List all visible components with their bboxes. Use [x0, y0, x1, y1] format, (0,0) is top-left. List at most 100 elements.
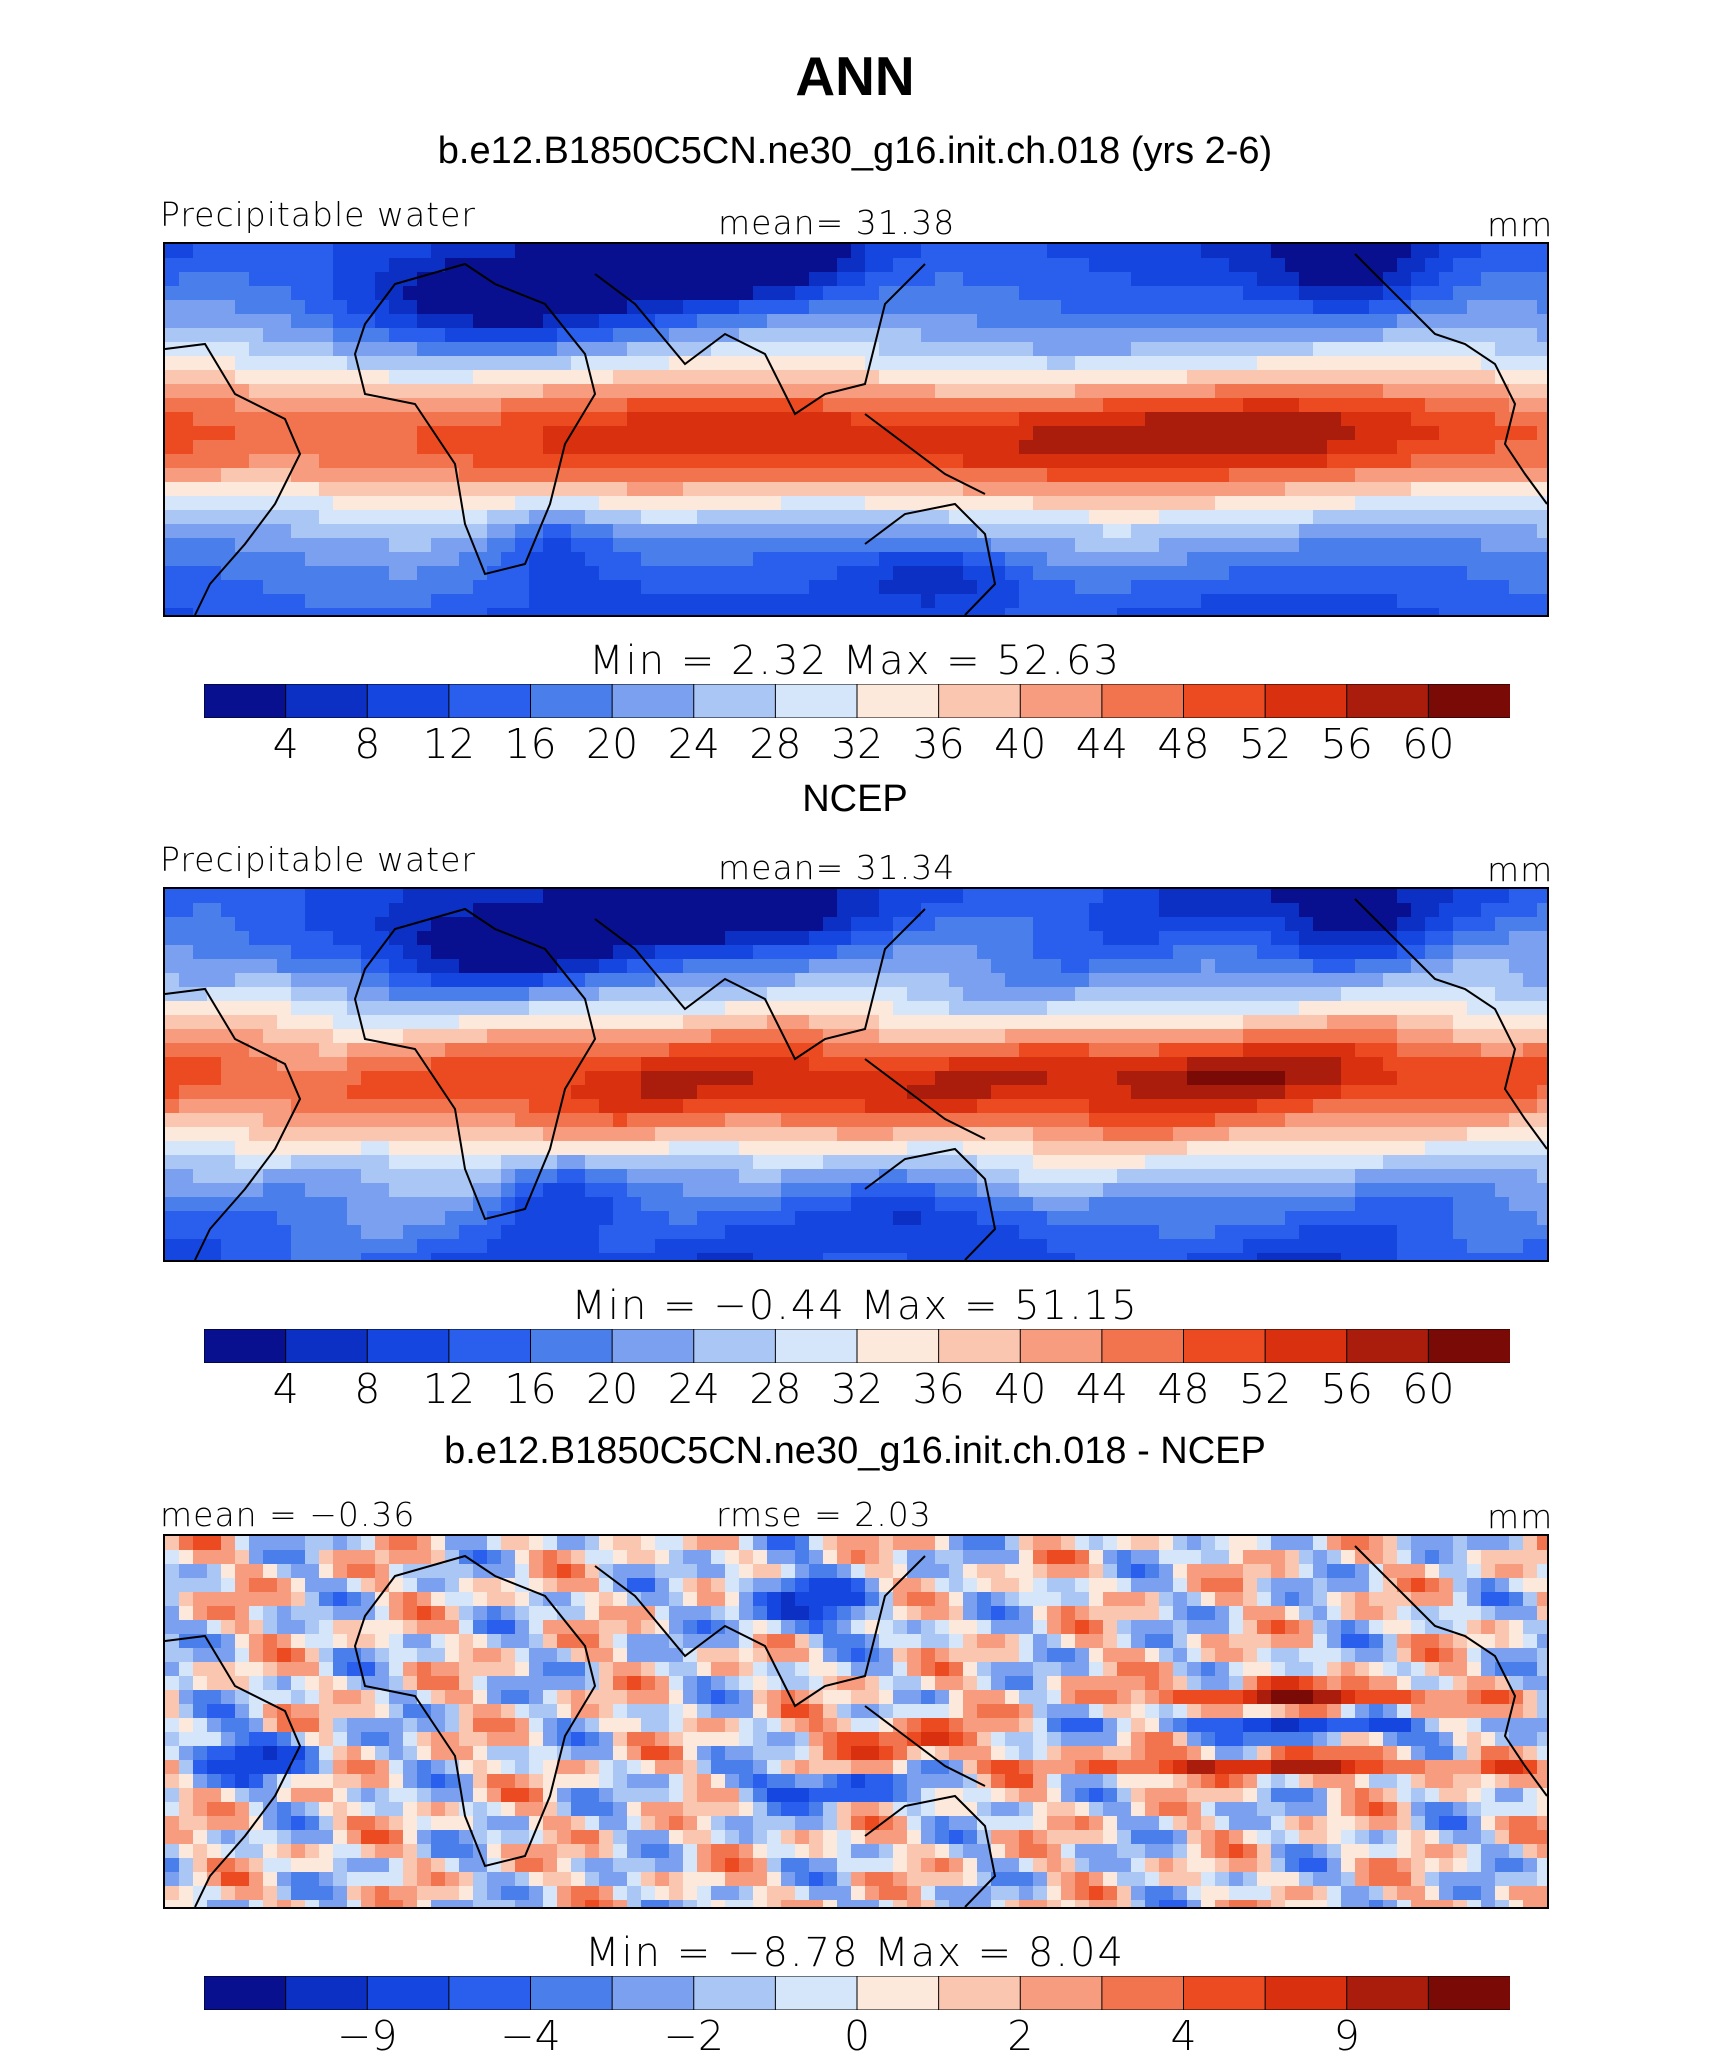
colorbar-tick-label: 48 — [1157, 1365, 1210, 1413]
colorbar-tick-label: 24 — [667, 720, 720, 768]
colorbar-box — [774, 1329, 859, 1363]
colorbar-tick-label: 4 — [272, 720, 299, 768]
colorbar-tick-label: 28 — [749, 1365, 802, 1413]
colorbar-box — [856, 684, 940, 718]
colorbar-box — [448, 684, 532, 718]
panel-2-mean-label: mean= 31.34 — [718, 848, 956, 887]
colorbar-box — [693, 1976, 777, 2010]
colorbar-tick-label: 16 — [504, 720, 557, 768]
colorbar-box — [938, 1976, 1022, 2010]
colorbar-box — [366, 1976, 450, 2010]
colorbar-box — [1019, 1329, 1103, 1363]
colorbar-box — [285, 1329, 369, 1363]
colorbar-tick-label: 44 — [1075, 1365, 1128, 1413]
colorbar-tick-label: 40 — [994, 720, 1047, 768]
colorbar-tick-label: 32 — [830, 1365, 884, 1413]
colorbar-box — [693, 1329, 777, 1363]
colorbar-tick-label: 52 — [1239, 720, 1292, 768]
colorbar-box — [366, 684, 450, 718]
panel-2-title: NCEP — [802, 778, 908, 820]
colorbar-box — [1101, 1976, 1185, 2010]
colorbar-box — [1019, 684, 1103, 718]
colorbar-box — [1427, 1329, 1510, 1363]
colorbar-tick-label: 4 — [1170, 2012, 1197, 2060]
panel-1-colorbar — [204, 684, 1510, 718]
coastline — [594, 263, 926, 416]
colorbar-tick-label: 28 — [749, 720, 802, 768]
colorbar-box — [856, 1329, 940, 1363]
coastline — [864, 413, 986, 495]
colorbar-tick-label: 52 — [1239, 1365, 1292, 1413]
colorbar-box — [285, 1976, 369, 2010]
colorbar-box — [366, 1329, 450, 1363]
coastline — [1354, 898, 1547, 1150]
colorbar-box — [774, 684, 859, 718]
panel-2-map — [163, 887, 1549, 1262]
panel-2-units-label: mm — [1487, 850, 1554, 889]
colorbar-tick-label: 16 — [504, 1365, 557, 1413]
colorbar-tick-label: 12 — [422, 720, 475, 768]
colorbar-box — [1264, 684, 1348, 718]
colorbar-tick-label: 36 — [912, 1365, 965, 1413]
colorbar-box — [938, 684, 1022, 718]
colorbar-box — [530, 684, 614, 718]
colorbar-box — [774, 1976, 859, 2010]
colorbar-tick-label: 60 — [1402, 720, 1455, 768]
panel-3-map — [163, 1534, 1549, 1909]
panel-2-min-max: Min = −0.44 Max = 51.15 — [571, 1283, 1139, 1329]
panel-3-units-label: mm — [1487, 1497, 1554, 1536]
colorbar-box — [611, 1329, 695, 1363]
colorbar-tick-label: 36 — [912, 720, 965, 768]
colorbar-box — [1183, 1329, 1267, 1363]
coastline — [594, 908, 926, 1061]
colorbar-tick-label: 40 — [994, 1365, 1047, 1413]
colorbar-box — [448, 1976, 532, 2010]
colorbar-box — [448, 1329, 532, 1363]
colorbar-box — [1019, 1976, 1103, 2010]
coastline — [1354, 253, 1547, 505]
colorbar-box — [1183, 1976, 1267, 2010]
panel-1-min-max: Min = 2.32 Max = 52.63 — [589, 638, 1121, 684]
colorbar-tick-label: 8 — [354, 1365, 381, 1413]
coastline — [353, 262, 597, 576]
colorbar-tick-label: 56 — [1320, 1365, 1373, 1413]
colorbar-box — [530, 1329, 614, 1363]
colorbar-box — [611, 684, 695, 718]
panel-1-colorbar-ticks: 4 8 12 16 20 24 28 32 36 40 44 48 52 56 60 — [0, 720, 1710, 770]
colorbar-tick-label: −2 — [663, 2012, 724, 2060]
coastline — [864, 502, 997, 615]
panel-3-colorbar — [204, 1976, 1510, 2010]
colorbar-box — [530, 1976, 614, 2010]
panel-2-variable-label: Precipitable water — [160, 840, 476, 879]
colorbar-box — [1346, 684, 1430, 718]
colorbar-tick-label: 9 — [1333, 2012, 1360, 2060]
colorbar-box — [693, 684, 777, 718]
colorbar-box — [285, 684, 369, 718]
colorbar-tick-label: 24 — [667, 1365, 720, 1413]
coastline — [864, 1058, 986, 1140]
panel-1-map — [163, 242, 1549, 617]
panel-3-colorbar-ticks: −9 −4 −2 0 2 4 9 — [0, 2012, 1710, 2062]
panel-2-colorbar — [204, 1329, 1510, 1363]
colorbar-tick-label: 2 — [1007, 2012, 1034, 2060]
coastline — [165, 987, 302, 1260]
coastline — [864, 1794, 997, 1907]
colorbar-box — [204, 1976, 287, 2010]
coastline — [1354, 1545, 1547, 1797]
colorbar-box — [1427, 1976, 1510, 2010]
panel-1-title: b.e12.B1850C5CN.ne30_g16.init.ch.018 (yr… — [437, 130, 1273, 172]
colorbar-tick-label: −4 — [500, 2012, 561, 2060]
colorbar-box — [611, 1976, 695, 2010]
panel-1-mean-label: mean= 31.38 — [718, 203, 956, 242]
coastline — [864, 1147, 997, 1260]
colorbar-box — [1101, 684, 1185, 718]
colorbar-box — [204, 1329, 287, 1363]
colorbar-tick-label: 8 — [354, 720, 381, 768]
panel-2-colorbar-ticks: 4 8 12 16 20 24 28 32 36 40 44 48 52 56 60 — [0, 1365, 1710, 1415]
colorbar-tick-label: 4 — [272, 1365, 299, 1413]
colorbar-box — [938, 1329, 1022, 1363]
panel-1-units-label: mm — [1487, 205, 1554, 244]
panel-3-mean-label: mean = −0.36 — [160, 1495, 416, 1534]
coastline — [353, 1554, 597, 1868]
colorbar-tick-label: 56 — [1320, 720, 1373, 768]
